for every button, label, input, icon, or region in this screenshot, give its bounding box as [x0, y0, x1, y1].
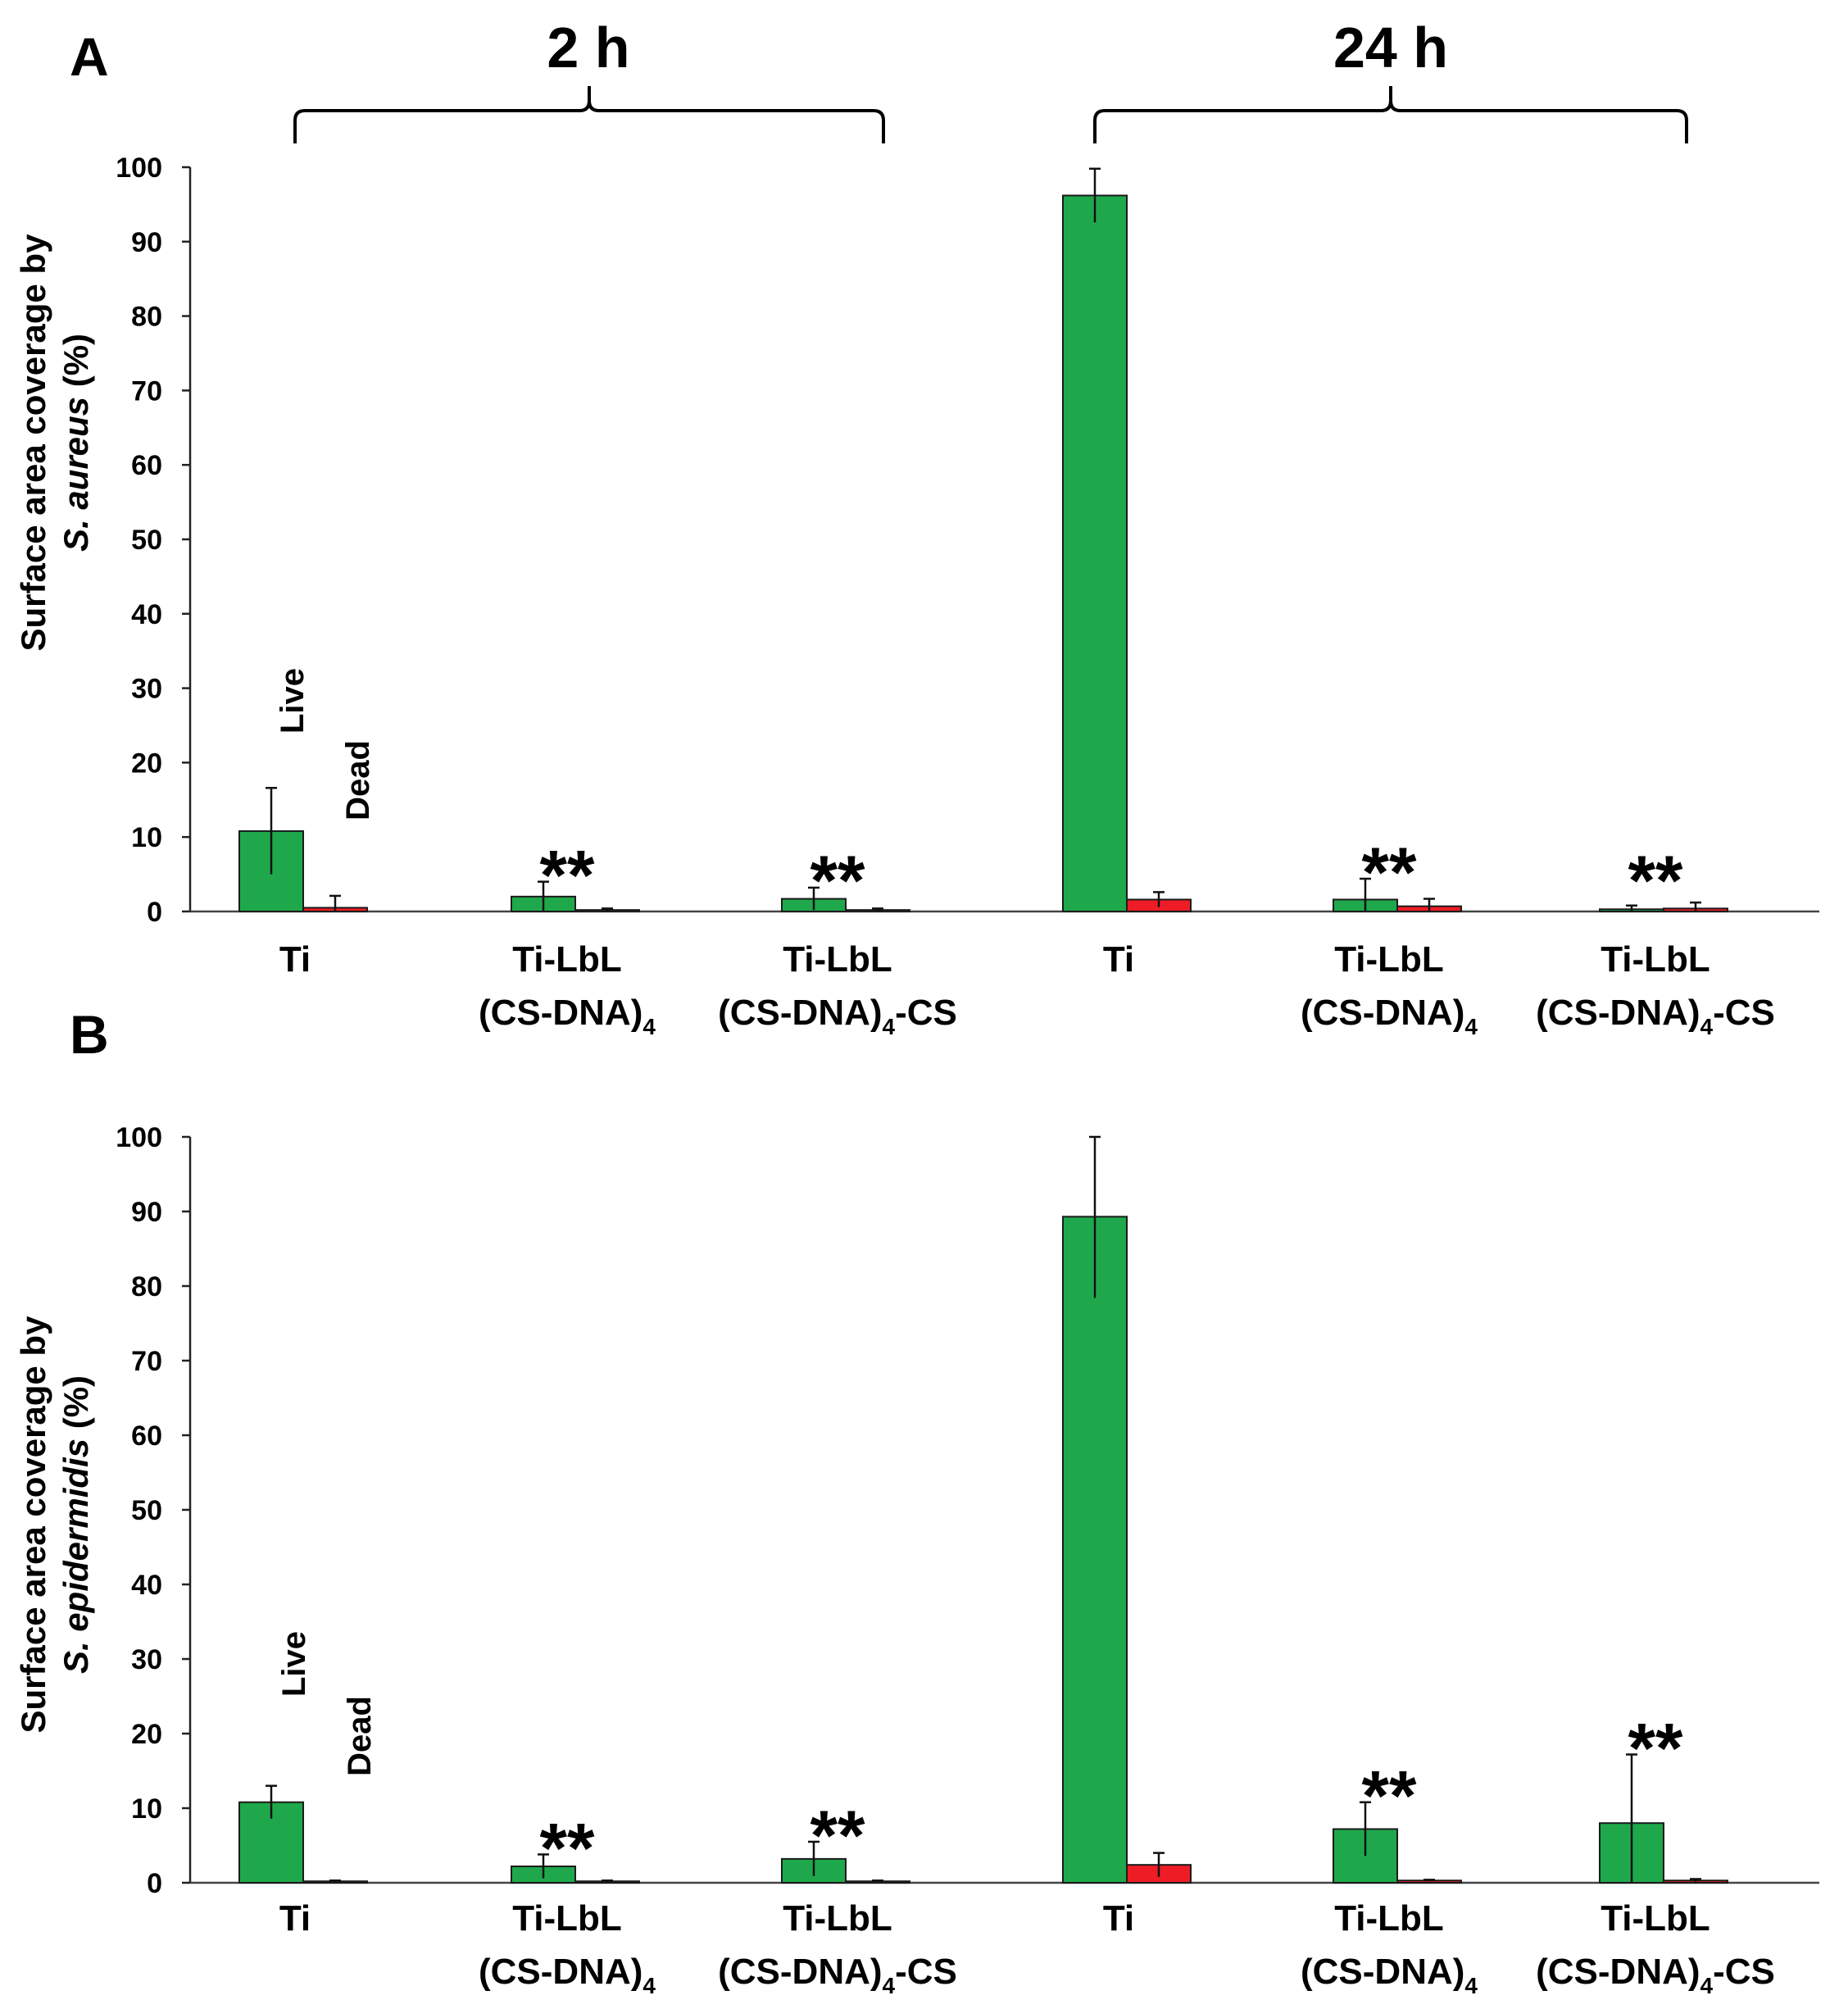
category-label-line2: (CS-DNA)4: [1301, 993, 1478, 1039]
y-axis-label-species: S. aureus: [57, 387, 95, 552]
category-label-subscript: 4: [1700, 1973, 1714, 1998]
significance-marker: **: [540, 1809, 595, 1888]
category-label-main: (CS-DNA): [1536, 1952, 1700, 1992]
time-group-label: 2 h: [547, 16, 629, 80]
category-label: Ti-LbL: [512, 1898, 622, 1939]
panel-letter: B: [70, 1004, 109, 1065]
category-label-line2: (CS-DNA)4: [479, 1952, 656, 1998]
category-label: Ti-LbL: [1334, 1898, 1444, 1939]
category-label-line2: (CS-DNA)4-CS: [1536, 993, 1775, 1039]
y-tick-label: 30: [131, 674, 162, 705]
y-tick-label: 40: [131, 1570, 162, 1601]
category-label-subscript: 4: [642, 1973, 656, 1998]
y-tick-label: 100: [116, 1122, 162, 1153]
category-label-main: (CS-DNA): [1301, 1952, 1464, 1992]
category-label-suffix: -CS: [895, 993, 957, 1033]
bar-live: [1062, 1216, 1128, 1884]
y-tick-label: 60: [131, 1420, 162, 1452]
category-label-suffix: -CS: [1713, 993, 1775, 1033]
category-label-line2: (CS-DNA)4-CS: [718, 1952, 957, 1998]
significance-marker: **: [810, 842, 865, 920]
significance-marker: **: [1362, 834, 1417, 912]
category-label-subscript: 4: [642, 1014, 656, 1039]
y-tick-label: 50: [131, 525, 162, 556]
y-tick-label: 10: [131, 822, 162, 853]
dead-label: Dead: [342, 1696, 378, 1776]
y-tick-label: 80: [131, 302, 162, 333]
y-tick-label: 20: [131, 1719, 162, 1750]
category-label-main: (CS-DNA): [479, 993, 642, 1033]
significance-marker: **: [1628, 1709, 1683, 1788]
category-label-subscript: 4: [883, 1014, 896, 1039]
y-tick-label: 90: [131, 227, 162, 258]
category-label-subscript: 4: [883, 1973, 896, 1998]
time-group-brace: [293, 86, 885, 143]
category-label-subscript: 4: [1464, 1014, 1478, 1039]
category-label-line2: (CS-DNA)4-CS: [1536, 1952, 1775, 1998]
category-label-main: (CS-DNA): [1536, 993, 1700, 1033]
category-label: Ti-LbL: [512, 939, 622, 980]
y-tick-label: 50: [131, 1495, 162, 1526]
category-label: Ti-LbL: [1601, 1898, 1710, 1939]
category-label-line2: (CS-DNA)4-CS: [718, 993, 957, 1039]
panel-b: B 0 10 20 30 40 50 60 70 80 90 100 Surface area cove…: [14, 1004, 1819, 1998]
category-label: Ti-LbL: [783, 939, 892, 980]
category-label: Ti: [279, 939, 311, 980]
dead-label: Dead: [340, 740, 376, 820]
live-label: Live: [275, 668, 311, 734]
y-axis-label-unit: (%): [57, 334, 95, 387]
y-axis-label-unit: (%): [57, 1375, 95, 1429]
y-axis-label-line1: Surface area coverage by: [14, 234, 52, 652]
significance-marker: **: [810, 1797, 865, 1875]
y-tick-label: 100: [116, 152, 162, 184]
y-axis-label-species: S. epidermidis: [57, 1429, 95, 1674]
time-group-label: 24 h: [1333, 16, 1448, 80]
y-axis-label: Surface area coverage by S. epidermidis (…: [14, 1316, 95, 1734]
category-label-subscript: 4: [1464, 1973, 1478, 1998]
significance-marker: **: [1362, 1757, 1417, 1836]
time-group-brace: [1093, 86, 1688, 143]
category-label: Ti: [279, 1898, 311, 1939]
category-label: Ti-LbL: [783, 1898, 892, 1939]
category-label-main: (CS-DNA): [718, 993, 882, 1033]
bar-live: [1062, 194, 1128, 912]
category-label-suffix: -CS: [1713, 1952, 1775, 1992]
y-tick-label: 10: [131, 1793, 162, 1825]
significance-marker: **: [540, 837, 595, 916]
category-label-line2: (CS-DNA)4: [1301, 1952, 1478, 1998]
category-label-main: (CS-DNA): [1301, 993, 1464, 1033]
y-tick-label: 0: [147, 897, 162, 928]
y-tick-label: 20: [131, 748, 162, 779]
y-tick-label: 0: [147, 1868, 162, 1899]
y-tick-label: 80: [131, 1271, 162, 1302]
y-tick-label: 40: [131, 599, 162, 630]
y-tick-label: 60: [131, 450, 162, 481]
category-label-main: (CS-DNA): [718, 1952, 882, 1992]
y-tick-label: 70: [131, 1346, 162, 1377]
y-axis-label-line1: Surface area coverage by: [14, 1316, 52, 1734]
category-label-line2: (CS-DNA)4: [479, 993, 656, 1039]
y-tick-label: 70: [131, 375, 162, 407]
category-label: Ti-LbL: [1601, 939, 1710, 980]
y-axis-label: Surface area coverage by S. aureus (%): [14, 234, 95, 652]
y-tick-label: 90: [131, 1197, 162, 1228]
significance-marker: **: [1628, 842, 1683, 920]
y-tick-label: 30: [131, 1644, 162, 1675]
category-label-suffix: -CS: [895, 1952, 957, 1992]
category-label: Ti-LbL: [1334, 939, 1444, 980]
panel-a: A 0 10 20 30 40 50 60 70 80 90 100 Surface area cove…: [14, 26, 1819, 1039]
panel-letter: A: [70, 26, 109, 87]
category-label: Ti: [1103, 939, 1134, 980]
category-label-main: (CS-DNA): [479, 1952, 642, 1992]
category-label: Ti: [1103, 1898, 1134, 1939]
live-label: Live: [276, 1631, 312, 1697]
category-label-subscript: 4: [1700, 1014, 1714, 1039]
